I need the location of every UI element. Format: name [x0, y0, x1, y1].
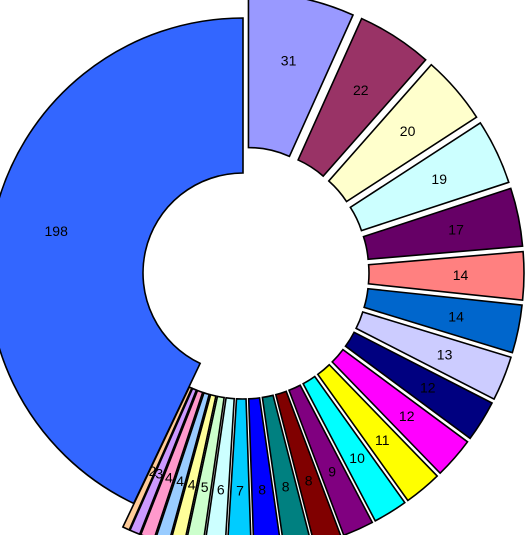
slice-17 — [362, 187, 524, 261]
slice-label: 8 — [305, 472, 313, 488]
slice-4 — [170, 393, 217, 540]
slice-7 — [227, 397, 252, 540]
slice-6 — [204, 396, 236, 540]
slice-10 — [302, 375, 406, 522]
slice-8 — [261, 394, 312, 540]
slice-label: 8 — [258, 482, 266, 498]
slice-label: 3 — [155, 466, 163, 482]
slice-label: 4 — [188, 476, 196, 492]
slice-label: 9 — [328, 463, 336, 479]
slice-22 — [297, 17, 427, 178]
slice-3 — [128, 387, 198, 536]
slice-13 — [355, 310, 512, 401]
slice-label: 5 — [201, 479, 209, 495]
slice-31 — [247, 0, 355, 158]
slice-14 — [367, 250, 525, 302]
slice-label: 11 — [375, 432, 390, 448]
slice-label: 2 — [149, 463, 157, 479]
slice-label: 20 — [400, 123, 416, 139]
slice-19 — [349, 121, 510, 232]
slice-label: 31 — [281, 52, 297, 68]
slice-label: 13 — [437, 347, 453, 363]
slice-label: 14 — [448, 308, 464, 324]
slice-label: 4 — [176, 473, 184, 489]
slice-label: 12 — [420, 380, 436, 396]
slice-4 — [154, 391, 211, 540]
slice-label: 198 — [45, 223, 69, 239]
slice-5 — [185, 395, 226, 540]
slice-11 — [316, 363, 439, 502]
slice-label: 6 — [217, 481, 225, 497]
slice-12 — [344, 331, 494, 440]
slice-9 — [287, 384, 374, 537]
slice-14 — [363, 287, 523, 354]
slice-label: 14 — [453, 267, 469, 283]
slice-label: 8 — [282, 478, 290, 494]
slice-8 — [247, 396, 281, 540]
slice-198 — [0, 17, 244, 505]
slice-label: 19 — [431, 171, 447, 187]
slice-label: 10 — [349, 450, 365, 466]
slice-label: 4 — [165, 470, 173, 486]
slice-label: 12 — [399, 408, 415, 424]
slice-label: 17 — [448, 222, 464, 238]
slice-label: 22 — [353, 82, 369, 98]
slice-12 — [331, 348, 469, 475]
slice-label: 7 — [236, 483, 244, 499]
slice-20 — [327, 63, 478, 203]
